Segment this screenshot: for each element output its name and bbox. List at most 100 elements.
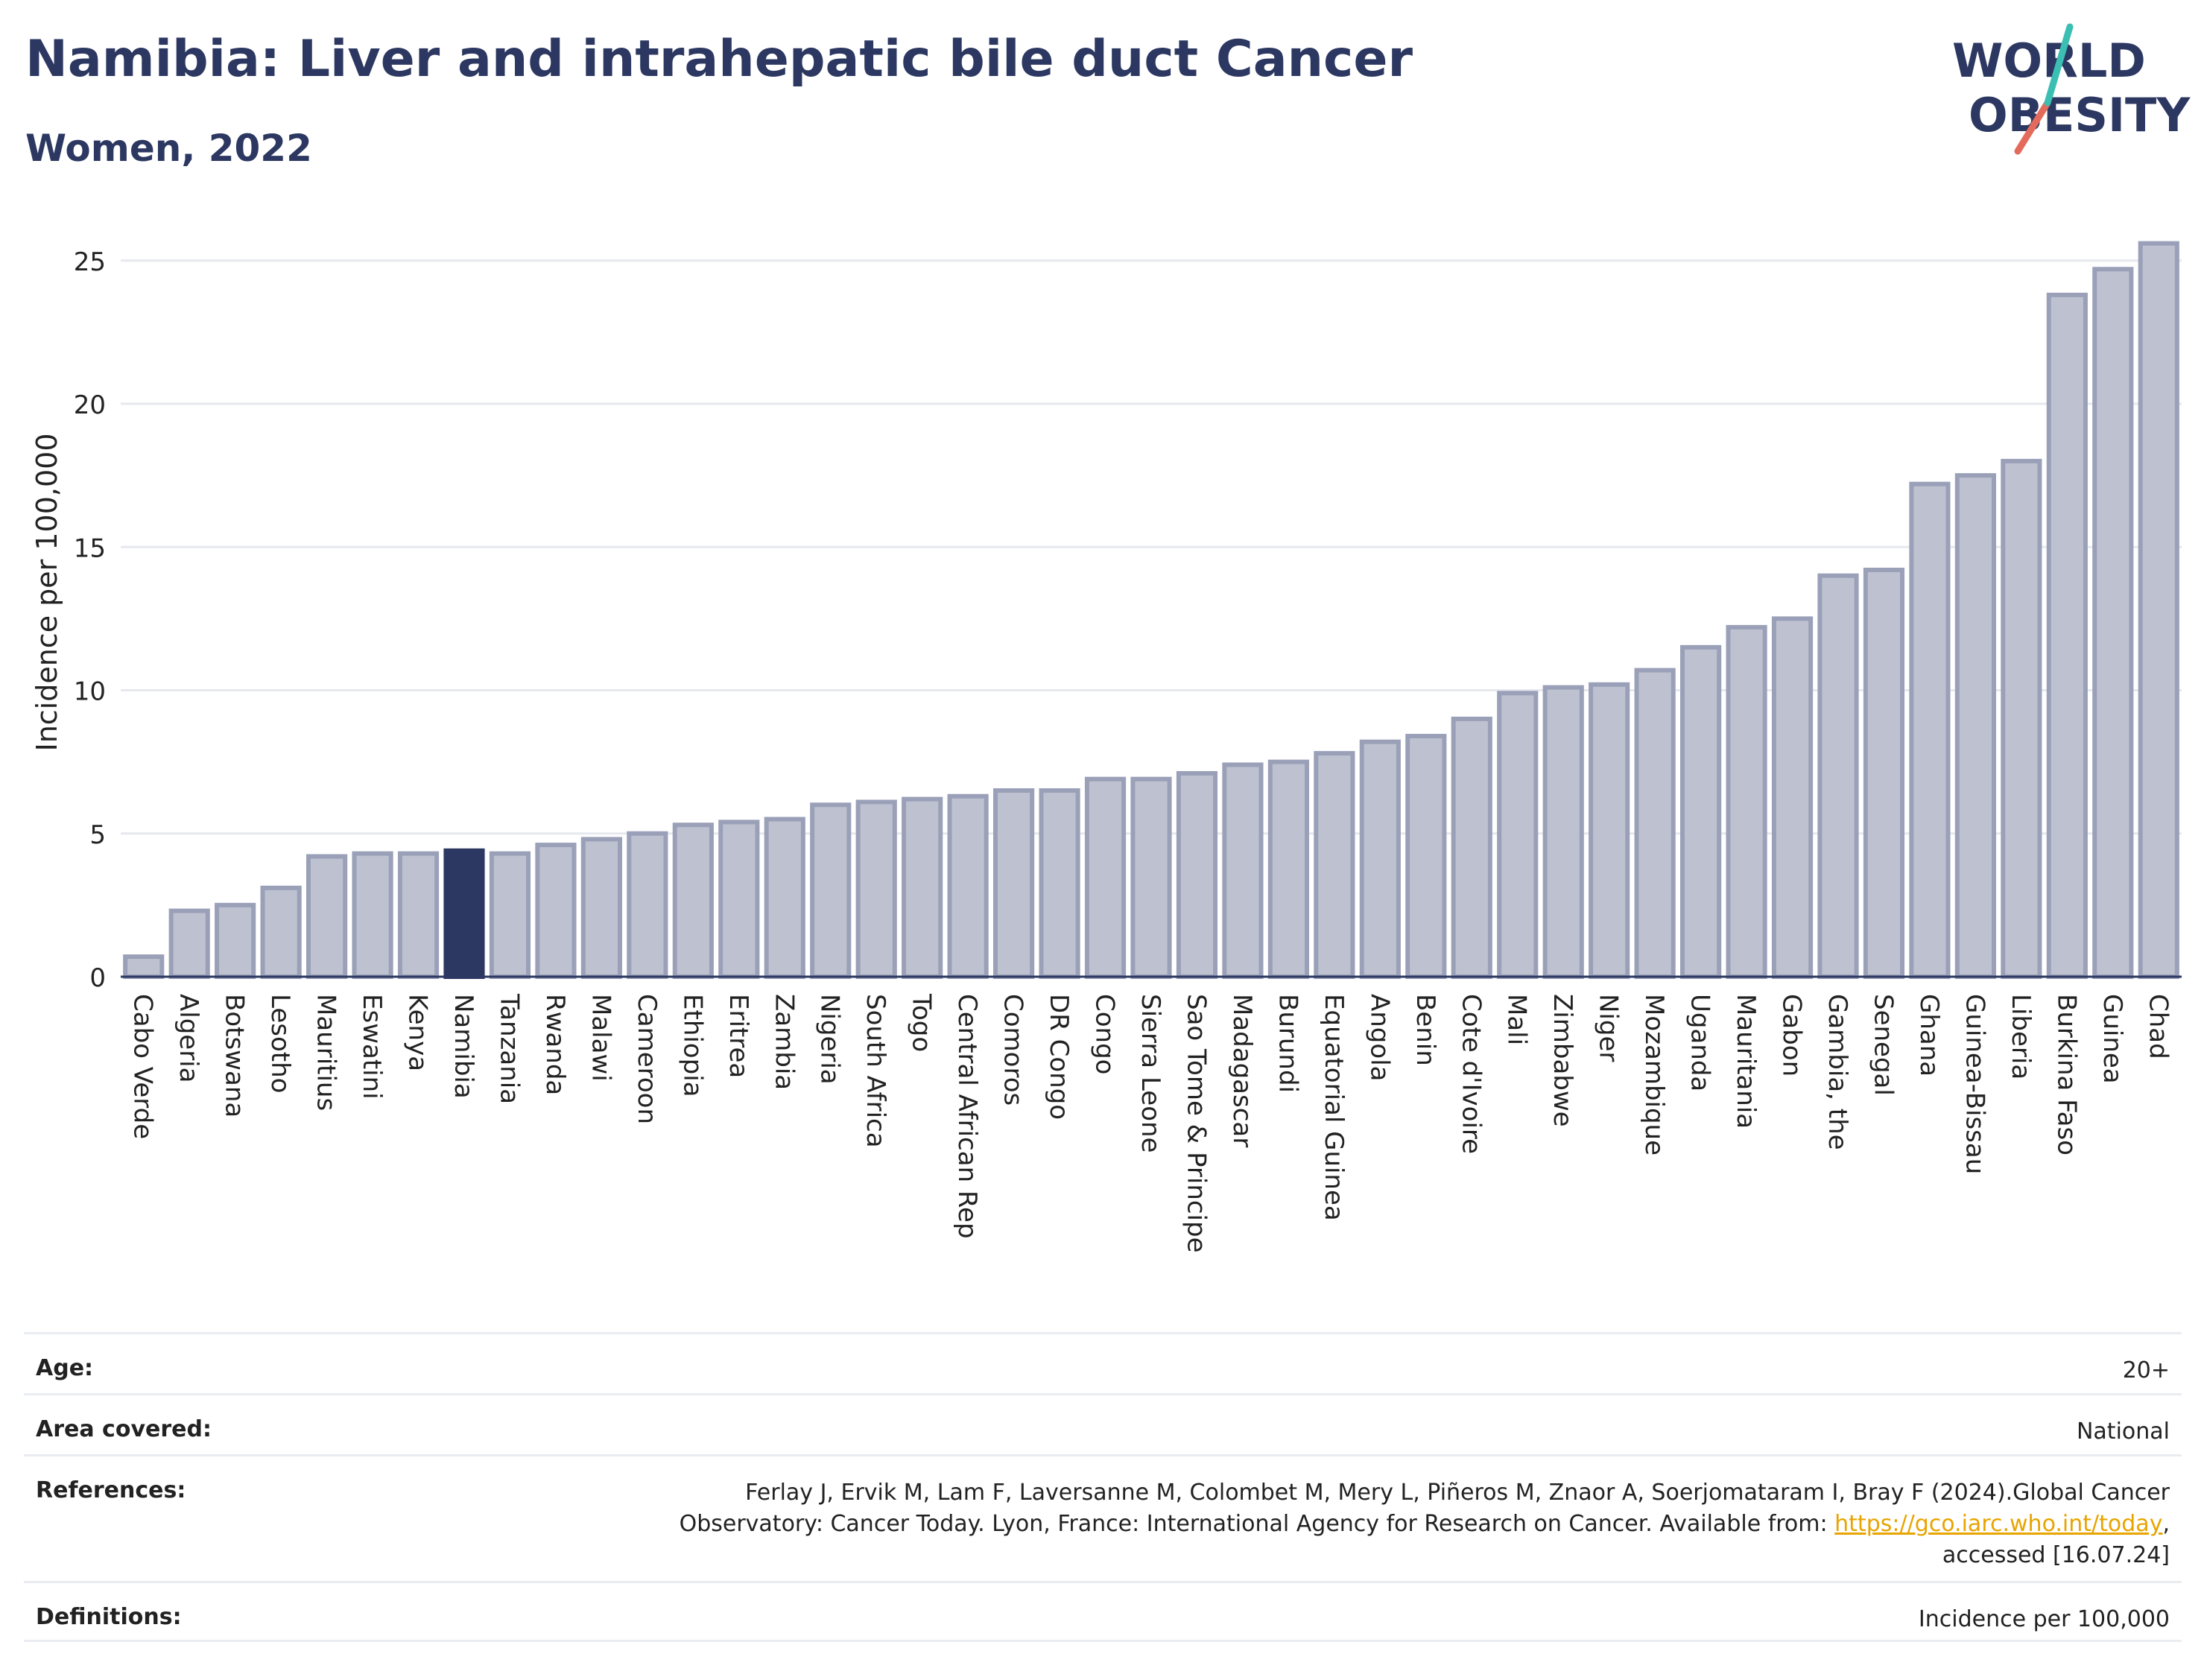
bar-cabo-verde bbox=[123, 954, 165, 979]
y-tick-label: 0 bbox=[89, 963, 106, 993]
y-tick-label: 10 bbox=[74, 677, 106, 707]
bar-gambia-the bbox=[1817, 573, 1859, 979]
x-tick-label: Ghana bbox=[1914, 994, 1944, 1077]
page-subtitle: Women, 2022 bbox=[25, 127, 312, 170]
x-tick-label: Mauritania bbox=[1731, 994, 1761, 1129]
bar-chart: 0 5 10 15 20 25 Incidence per 100,000 Cabo Ve… bbox=[31, 241, 2182, 1253]
bar-ethiopia bbox=[672, 822, 714, 979]
bar-niger bbox=[1589, 682, 1630, 979]
meta-row-definitions: Definitions: Incidence per 100,000 bbox=[24, 1581, 2182, 1642]
x-tick-label: Botswana bbox=[220, 994, 250, 1118]
x-tick-label: Mauritius bbox=[311, 994, 341, 1111]
bar-senegal bbox=[1863, 568, 1905, 979]
x-tick-label: Malawi bbox=[586, 994, 615, 1082]
bar-zambia bbox=[764, 817, 805, 980]
references-label: References: bbox=[36, 1477, 186, 1503]
y-axis-ticks: 0 5 10 15 20 25 bbox=[74, 247, 106, 993]
meta-row-area: Area covered: National bbox=[24, 1393, 2182, 1454]
x-tick-label: Sierra Leone bbox=[1136, 994, 1165, 1153]
bar-mozambique bbox=[1634, 668, 1676, 980]
bar-botswana bbox=[215, 902, 256, 979]
x-tick-label: Equatorial Guinea bbox=[1319, 994, 1349, 1221]
x-tick-label: Guinea-Bissau bbox=[1960, 994, 1989, 1174]
x-tick-label: Nigeria bbox=[815, 994, 845, 1085]
age-label: Age: bbox=[36, 1355, 94, 1381]
bar-chad bbox=[2138, 241, 2179, 979]
x-tick-label: Gambia, the bbox=[1823, 994, 1852, 1150]
x-tick-label: Uganda bbox=[1685, 994, 1715, 1091]
bar-sierra-leone bbox=[1130, 776, 1172, 979]
x-tick-label: Tanzania bbox=[494, 993, 524, 1104]
bar-mauritania bbox=[1726, 624, 1767, 979]
x-tick-label: Liberia bbox=[2006, 994, 2036, 1080]
bar-tanzania bbox=[489, 851, 531, 980]
bar-mauritius bbox=[306, 854, 348, 980]
reference-link[interactable]: https://gco.iarc.who.int/today bbox=[1834, 1511, 2163, 1537]
bar-gabon bbox=[1771, 616, 1814, 979]
x-tick-label: Benin bbox=[1410, 994, 1440, 1066]
bar-cote-d-ivoire bbox=[1451, 716, 1492, 979]
x-tick-label: Burundi bbox=[1273, 994, 1302, 1093]
bar-liberia bbox=[2001, 458, 2042, 979]
x-tick-label: Angola bbox=[1364, 994, 1394, 1081]
x-tick-label: Eswatini bbox=[357, 994, 387, 1100]
bar-angola bbox=[1359, 739, 1401, 980]
bar-lesotho bbox=[260, 885, 302, 980]
logo-line2: OBESITY bbox=[1969, 88, 2191, 142]
x-tick-label: Ethiopia bbox=[677, 994, 707, 1097]
definitions-value: Incidence per 100,000 bbox=[1918, 1606, 2170, 1632]
logo-line1: WORLD bbox=[1952, 34, 2146, 88]
x-tick-label: South Africa bbox=[861, 994, 890, 1148]
bar-burkina-faso bbox=[2046, 292, 2088, 979]
bar-zimbabwe bbox=[1542, 685, 1584, 980]
x-tick-label: Zimbabwe bbox=[1548, 994, 1577, 1127]
x-tick-label: Central African Rep bbox=[952, 994, 982, 1239]
bar-rwanda bbox=[535, 843, 577, 979]
x-tick-label: Guinea bbox=[2097, 994, 2127, 1084]
x-tick-label: Burkina Faso bbox=[2051, 994, 2081, 1156]
x-tick-label: Mali bbox=[1502, 994, 1532, 1045]
meta-row-references: References: Ferlay J, Ervik M, Lam F, La… bbox=[24, 1454, 2182, 1581]
bar-eswatini bbox=[352, 851, 393, 980]
x-tick-label: Cote d'Ivoire bbox=[1456, 994, 1486, 1154]
bar-algeria bbox=[168, 908, 210, 979]
x-tick-label: Chad bbox=[2143, 994, 2173, 1059]
bar-ghana bbox=[1909, 481, 1951, 979]
definitions-label: Definitions: bbox=[36, 1604, 182, 1630]
bar-south-africa bbox=[855, 799, 897, 979]
bar-guinea-bissau bbox=[1954, 473, 1996, 979]
bar-namibia bbox=[443, 848, 485, 979]
x-tick-label: Sao Tome & Principe bbox=[1181, 994, 1211, 1253]
meta-row-age: Age: 20+ bbox=[24, 1332, 2182, 1393]
ref-line2-post: , bbox=[2162, 1511, 2170, 1537]
ref-line1: Ferlay J, Ervik M, Lam F, Laversanne M, … bbox=[745, 1480, 2170, 1506]
x-tick-label: DR Congo bbox=[1044, 994, 1074, 1120]
x-tick-label: Senegal bbox=[1868, 994, 1898, 1096]
logo-slash-teal bbox=[2044, 23, 2074, 107]
bar-cameroon bbox=[627, 831, 668, 979]
bar-madagascar bbox=[1222, 762, 1264, 979]
metadata-table: Age: 20+ Area covered: National Referenc… bbox=[24, 1332, 2182, 1642]
age-value: 20+ bbox=[2122, 1357, 2170, 1383]
x-axis-ticks: Cabo Verde Algeria Botswana Lesotho Mauritiu… bbox=[128, 993, 2173, 1253]
x-tick-label: Mozambique bbox=[1639, 994, 1669, 1156]
bar-burundi bbox=[1267, 759, 1309, 979]
x-tick-label: Namibia bbox=[449, 994, 478, 1099]
x-tick-label: Lesotho bbox=[265, 994, 295, 1093]
x-tick-label: Kenya bbox=[403, 994, 433, 1071]
x-tick-label: Zambia bbox=[769, 994, 799, 1090]
bar-equatorial-guinea bbox=[1314, 751, 1355, 980]
bar-guinea bbox=[2092, 267, 2134, 980]
area-label: Area covered: bbox=[36, 1416, 212, 1442]
page-title: Namibia: Liver and intrahepatic bile duc… bbox=[25, 30, 1413, 89]
x-tick-label: Rwanda bbox=[540, 994, 570, 1095]
bar-togo bbox=[902, 796, 943, 979]
ref-line2: Observatory: Cancer Today. Lyon, France:… bbox=[679, 1511, 1835, 1537]
y-tick-label: 5 bbox=[89, 820, 106, 850]
x-tick-label: Madagascar bbox=[1227, 994, 1257, 1147]
bars bbox=[123, 241, 2179, 980]
x-tick-label: Gabon bbox=[1777, 994, 1807, 1077]
x-tick-label: Congo bbox=[1090, 994, 1120, 1074]
references-value: Ferlay J, Ervik M, Lam F, Laversanne M, … bbox=[680, 1477, 2170, 1571]
y-axis-label: Incidence per 100,000 bbox=[31, 433, 63, 751]
